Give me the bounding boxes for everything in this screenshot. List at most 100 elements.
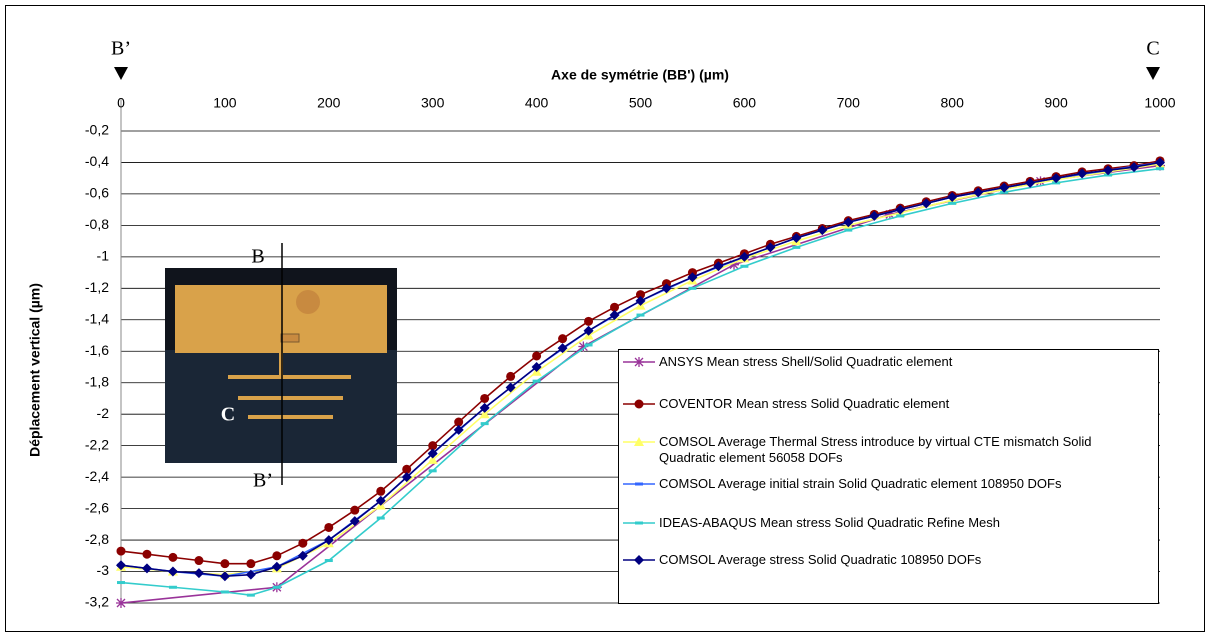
point bbox=[117, 581, 125, 585]
point bbox=[1051, 173, 1062, 184]
point bbox=[116, 598, 126, 608]
point bbox=[323, 535, 334, 546]
legend-icon bbox=[623, 357, 655, 367]
point bbox=[558, 334, 568, 344]
point bbox=[688, 286, 697, 290]
point bbox=[634, 399, 644, 409]
point bbox=[896, 214, 905, 218]
point bbox=[220, 590, 229, 594]
marker-arrow bbox=[1146, 67, 1160, 80]
point bbox=[843, 217, 854, 228]
y-tick-label: -0,8 bbox=[85, 216, 109, 232]
point bbox=[427, 454, 438, 464]
y-tick-label: -0,6 bbox=[85, 185, 109, 201]
point bbox=[167, 566, 178, 577]
point bbox=[402, 464, 412, 474]
point bbox=[116, 560, 126, 571]
point bbox=[661, 283, 672, 294]
annotation: C bbox=[1146, 38, 1159, 60]
legend-label: IDEAS-ABAQUS Mean stress Solid Quadratic… bbox=[659, 515, 1001, 530]
point bbox=[634, 357, 644, 367]
point bbox=[948, 201, 957, 205]
point bbox=[506, 371, 516, 381]
annotation: C bbox=[221, 404, 235, 426]
legend-icon bbox=[623, 399, 655, 409]
point bbox=[884, 209, 895, 220]
point bbox=[116, 546, 126, 556]
annotation: B’ bbox=[111, 38, 131, 60]
point bbox=[729, 259, 740, 270]
point bbox=[349, 516, 360, 527]
point bbox=[817, 225, 828, 236]
point bbox=[578, 341, 589, 352]
inset-photo bbox=[165, 243, 397, 485]
y-tick-label: -0,4 bbox=[85, 153, 109, 169]
point bbox=[713, 261, 724, 272]
point bbox=[739, 251, 750, 262]
x-tick-label: 600 bbox=[733, 95, 757, 111]
point bbox=[194, 556, 204, 566]
point bbox=[453, 424, 464, 435]
x-axis-label: Axe de symétrie (BB') (µm) bbox=[551, 67, 729, 83]
point bbox=[219, 571, 230, 582]
point bbox=[272, 585, 281, 589]
point bbox=[245, 569, 256, 580]
point bbox=[1155, 157, 1165, 168]
y-tick-label: -3 bbox=[97, 562, 110, 578]
point bbox=[375, 495, 386, 506]
point bbox=[583, 325, 594, 336]
legend-entry: COMSOL Average initial strain Solid Quad… bbox=[619, 476, 1149, 492]
point bbox=[428, 441, 438, 451]
point bbox=[1103, 165, 1114, 176]
x-tick-label: 100 bbox=[213, 95, 237, 111]
point bbox=[634, 555, 644, 565]
point bbox=[272, 551, 282, 561]
point bbox=[973, 187, 984, 198]
series bbox=[116, 157, 1165, 582]
legend-entry: COMSOL Average Thermal Stress introduce … bbox=[619, 434, 1149, 466]
point bbox=[557, 343, 568, 354]
point bbox=[193, 568, 204, 579]
legend-label: COMSOL Average Thermal Stress introduce … bbox=[659, 434, 1092, 465]
point bbox=[428, 469, 437, 473]
point bbox=[921, 198, 932, 209]
point bbox=[531, 361, 542, 372]
x-tick-label: 800 bbox=[941, 95, 965, 111]
point bbox=[532, 351, 542, 361]
point bbox=[869, 210, 880, 221]
point bbox=[792, 245, 801, 249]
point bbox=[168, 552, 178, 562]
x-tick-label: 500 bbox=[629, 95, 653, 111]
point bbox=[480, 393, 490, 403]
y-tick-label: -2,6 bbox=[85, 499, 109, 515]
point bbox=[324, 522, 334, 532]
legend-icon bbox=[623, 482, 655, 486]
x-tick-label: 200 bbox=[317, 95, 341, 111]
x-tick-label: 900 bbox=[1044, 95, 1068, 111]
point bbox=[271, 561, 282, 572]
point bbox=[479, 409, 490, 419]
point bbox=[584, 316, 594, 326]
point bbox=[1077, 168, 1088, 179]
point bbox=[454, 417, 464, 427]
point bbox=[350, 505, 360, 515]
y-tick-label: -2,2 bbox=[85, 436, 109, 452]
point bbox=[532, 379, 541, 383]
marker-arrow bbox=[114, 67, 128, 80]
legend-entry: COVENTOR Mean stress Solid Quadratic ele… bbox=[619, 396, 1149, 412]
y-tick-label: -2,8 bbox=[85, 531, 109, 547]
legend-icon bbox=[623, 555, 655, 565]
x-tick-label: 0 bbox=[117, 95, 125, 111]
y-tick-label: -1,8 bbox=[85, 373, 109, 389]
point bbox=[297, 550, 308, 561]
point bbox=[427, 448, 438, 459]
x-tick-label: 700 bbox=[837, 95, 861, 111]
y-tick-label: -2,4 bbox=[85, 468, 109, 484]
y-tick-label: -1,6 bbox=[85, 342, 109, 358]
x-tick-label: 400 bbox=[525, 95, 549, 111]
y-tick-label: -1 bbox=[97, 248, 110, 264]
point bbox=[895, 204, 906, 215]
legend-entry: COMSOL Average stress Solid Quadratic 10… bbox=[619, 552, 1149, 568]
point bbox=[636, 313, 645, 317]
point bbox=[298, 538, 308, 548]
